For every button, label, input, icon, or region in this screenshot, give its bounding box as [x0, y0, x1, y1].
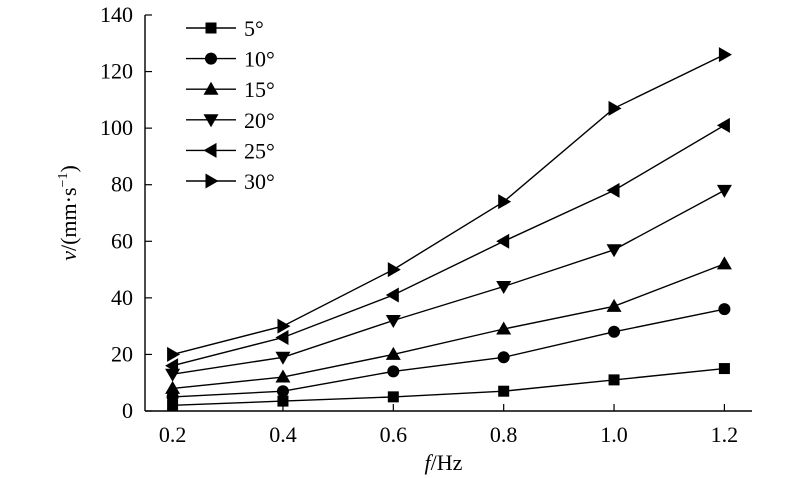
x-tick-label: 0.4	[269, 422, 297, 447]
data-point	[387, 365, 400, 378]
series-layer	[165, 47, 732, 411]
series-line	[172, 53, 725, 356]
data-point	[385, 314, 401, 328]
data-point	[167, 346, 181, 362]
legend-entry: 30°	[186, 169, 275, 194]
data-point	[718, 363, 730, 375]
y-tick-label: 40	[111, 285, 133, 310]
x-tick-label: 0.6	[380, 422, 408, 447]
legend-entry: 15°	[186, 77, 275, 102]
data-point	[275, 351, 291, 365]
data-point	[718, 47, 732, 63]
legend-entry: 20°	[186, 108, 275, 133]
data-point	[496, 281, 512, 295]
series-0	[167, 363, 730, 411]
legend: 5° 10° 15° 20° 25° 30°	[186, 16, 275, 194]
data-point	[385, 287, 399, 303]
data-point	[167, 399, 179, 411]
data-point	[608, 100, 622, 116]
data-point	[165, 358, 179, 374]
x-tick-label: 1.2	[711, 422, 739, 447]
legend-label: 10°	[244, 47, 275, 72]
series-line	[172, 367, 725, 406]
x-tick-label: 1.0	[600, 422, 628, 447]
legend-marker	[203, 142, 217, 158]
y-tick-label: 100	[100, 115, 133, 140]
data-point	[387, 391, 399, 403]
series-1	[166, 303, 731, 403]
series-line	[172, 263, 725, 390]
legend-marker	[205, 52, 217, 65]
legend-label: 20°	[244, 108, 275, 133]
data-point	[498, 194, 512, 210]
y-tick-label: 120	[100, 59, 133, 84]
series-3	[165, 184, 732, 382]
legend-label: 30°	[244, 169, 275, 194]
data-point	[718, 303, 731, 316]
data-point	[608, 325, 621, 338]
y-tick-label: 80	[111, 172, 133, 197]
data-point	[165, 380, 181, 394]
x-tick-label: 0.8	[490, 422, 518, 447]
y-tick-label: 0	[122, 398, 133, 423]
y-axis-label: v/(mm·s−1)	[56, 165, 81, 261]
legend-marker	[205, 22, 217, 34]
data-point	[387, 262, 401, 278]
data-point	[496, 233, 510, 249]
series-line	[172, 189, 725, 375]
series-5	[167, 47, 732, 362]
data-point	[716, 184, 732, 198]
data-point	[606, 182, 620, 198]
axes: 0 20 40 60 80 100 120 140 0.2 0.4 0.6 0.8 1.0 1.2	[100, 2, 752, 447]
x-tick-label: 0.2	[159, 422, 187, 447]
legend-entry: 5°	[186, 16, 264, 41]
legend-label: 25°	[244, 138, 275, 163]
legend-label: 15°	[244, 77, 275, 102]
series-line	[172, 124, 725, 367]
legend-marker	[203, 114, 219, 128]
series-4	[165, 117, 730, 374]
y-tick-label: 20	[111, 341, 133, 366]
legend-entry: 10°	[186, 47, 275, 72]
data-point	[716, 117, 730, 133]
legend-marker	[203, 81, 219, 95]
data-point	[716, 256, 732, 270]
legend-marker	[205, 173, 219, 189]
data-point	[275, 369, 291, 383]
x-axis-label: f/Hz	[425, 450, 463, 475]
data-point	[496, 321, 512, 335]
data-point	[277, 318, 291, 334]
data-point	[385, 346, 401, 360]
series-line	[172, 308, 725, 398]
series-2	[165, 256, 732, 394]
data-point	[497, 351, 510, 364]
data-point	[608, 374, 620, 386]
y-tick-label: 140	[100, 2, 133, 27]
data-point	[276, 385, 289, 398]
data-point	[275, 329, 289, 345]
data-point	[606, 298, 622, 312]
data-point	[498, 385, 510, 397]
data-point	[277, 395, 289, 407]
legend-label: 5°	[244, 16, 264, 41]
data-point	[606, 244, 622, 258]
legend-entry: 25°	[186, 138, 275, 163]
y-tick-label: 60	[111, 228, 133, 253]
